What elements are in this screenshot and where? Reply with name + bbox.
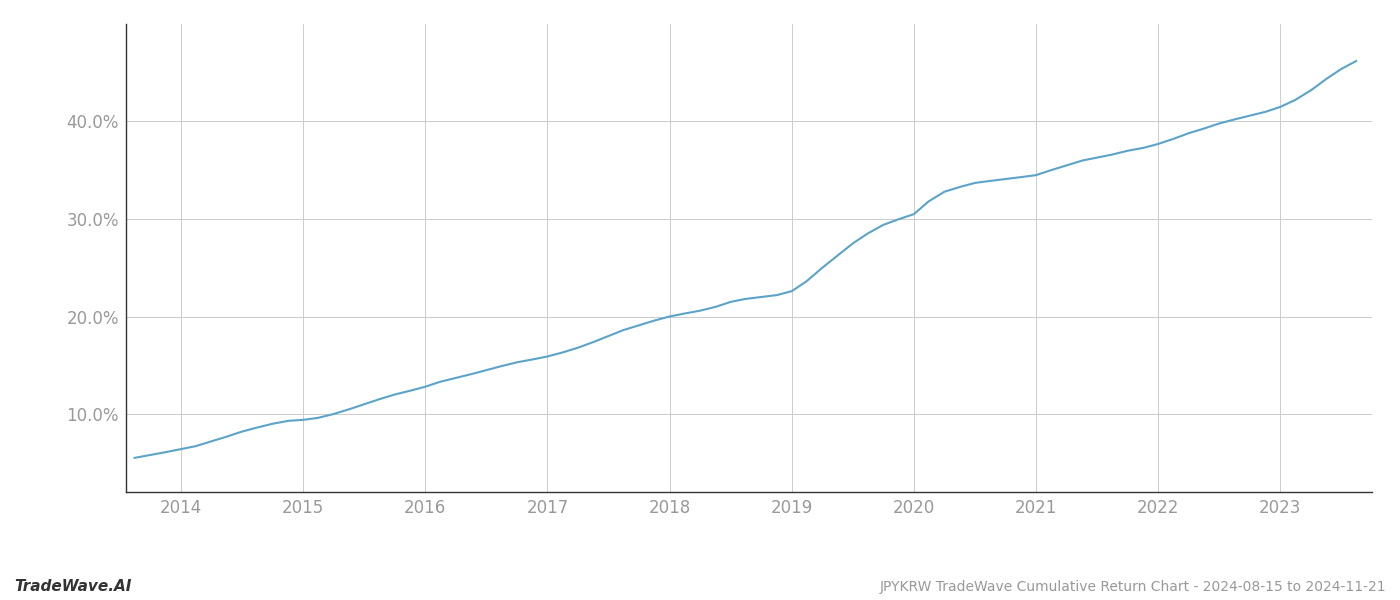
Text: JPYKRW TradeWave Cumulative Return Chart - 2024-08-15 to 2024-11-21: JPYKRW TradeWave Cumulative Return Chart… xyxy=(879,580,1386,594)
Text: TradeWave.AI: TradeWave.AI xyxy=(14,579,132,594)
